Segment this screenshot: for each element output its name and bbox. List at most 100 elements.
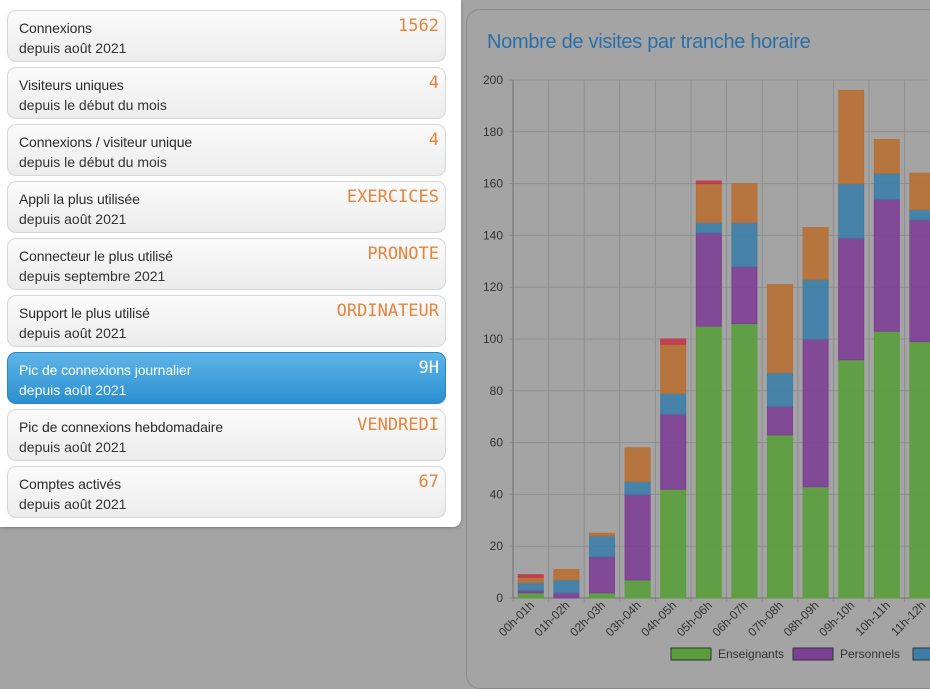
stat-title: Pic de connexions journalier [19,362,192,378]
stat-title: Comptes activés [19,476,121,492]
stat-value: EXERCICES [346,187,439,207]
stat-card-comptes-actives[interactable]: Comptes activés depuis août 2021 67 [7,466,446,518]
stat-title: Connecteur le plus utilisé [19,248,173,264]
legend-label: Enseignants [718,647,784,661]
stat-card-visiteurs-uniques[interactable]: Visiteurs uniques depuis le début du mois… [7,67,446,119]
bar-segment [624,480,651,495]
x-tick-label: 09h-10h [816,598,857,639]
stat-value: 4 [428,73,439,93]
legend-swatch [912,647,930,661]
bar-segment [802,278,829,340]
bar-segment [517,574,544,578]
bar-segment [660,392,687,415]
stat-card-pic-connexions-journalier[interactable]: Pic de connexions journalier depuis août … [7,352,446,404]
bar-segment [909,172,930,210]
x-tick-label: 01h-02h [531,598,572,639]
stat-card-appli-plus-utilisee[interactable]: Appli la plus utilisée depuis août 2021 EX… [7,181,446,233]
bar-segment [695,232,722,327]
stat-card-pic-connexions-hebdomadaire[interactable]: Pic de connexions hebdomadaire depuis aoû… [7,409,446,461]
stat-card-connecteur-plus-utilise[interactable]: Connecteur le plus utilisé depuis septemb… [7,238,446,290]
bar-segment [660,413,687,490]
bar-segment [731,322,758,599]
stat-card-connexions-par-visiteur[interactable]: Connexions / visiteur unique depuis le dé… [7,124,446,176]
stat-value: VENDREDI [357,415,439,435]
bar-segment [624,579,651,599]
bar-segment [909,219,930,343]
bar-segment [802,338,829,488]
y-tick-label: 0 [496,591,503,605]
stat-subtitle: depuis août 2021 [19,439,127,455]
bar-segment [517,581,544,591]
bar-segment [660,343,687,394]
bar-segment [873,172,900,200]
stat-title: Visiteurs uniques [19,77,124,93]
bar-segment [767,284,793,374]
legend-swatch [670,647,712,661]
stats-panel: Connexions depuis août 2021 1562 Visiteurs … [0,0,461,527]
y-tick-label: 80 [490,384,504,398]
bar-segment [589,535,615,558]
stat-value: 4 [428,130,439,150]
bar-segment [909,341,930,599]
bar-segment [873,198,900,332]
legend-label: Personnels [840,647,900,661]
bar-segment [589,532,615,537]
stat-subtitle: depuis août 2021 [19,382,127,398]
y-tick-label: 100 [483,332,503,346]
chart-title: Nombre de visites par tranche horaire [487,31,811,53]
bar-segment [838,183,865,239]
bar-segment [767,405,793,436]
stat-card-support-plus-utilise[interactable]: Support le plus utilisé depuis août 2021 O… [7,295,446,347]
x-tick-label: 08h-09h [781,598,822,639]
y-tick-label: 60 [490,436,504,450]
bar-segment [660,488,687,599]
y-tick-label: 40 [490,487,504,501]
x-tick-label: 06h-07h [709,598,750,639]
bar-segment [695,180,722,185]
stat-title: Appli la plus utilisée [19,191,140,207]
y-tick-label: 140 [483,228,503,242]
stat-value: 1562 [398,16,439,36]
stat-title: Connexions / visiteur unique [19,134,193,150]
bar-segment [873,139,900,174]
bar-segment [589,592,615,599]
x-tick-label: 11h-12h [888,598,928,638]
stat-title: Support le plus utilisé [19,305,150,321]
stat-subtitle: depuis août 2021 [19,211,127,227]
bar-segment [909,209,930,221]
legend-swatch [792,647,834,661]
stat-card-connexions[interactable]: Connexions depuis août 2021 1562 [7,10,446,62]
x-tick-label: 02h-03h [567,598,608,639]
y-tick-label: 120 [483,280,503,294]
x-tick-label: 04h-05h [638,598,679,639]
x-tick-label: 03h-04h [603,598,644,639]
stat-value: 67 [418,472,439,492]
bar-segment [517,576,544,583]
bar-segment [873,330,900,599]
stat-subtitle: depuis août 2021 [19,40,127,56]
x-tick-label: 07h-08h [745,598,786,639]
x-tick-label: 10h-11h [853,598,893,638]
bar-segment [517,592,544,599]
bar-segment [731,221,758,267]
stat-title: Connexions [19,20,92,36]
x-tick-label: 05h-06h [674,598,715,639]
bar-segment [767,434,793,599]
stat-subtitle: depuis le début du mois [19,154,167,170]
bar-segment [660,338,687,345]
bar-segment [589,556,615,594]
bar-segment [553,569,580,581]
y-tick-label: 200 [483,73,503,87]
bar-segment [767,372,793,407]
stat-subtitle: depuis le début du mois [19,97,167,113]
bar-segment [731,265,758,324]
y-tick-label: 180 [483,125,503,139]
bar-segment [838,89,865,185]
bar-segment [802,227,829,280]
stat-subtitle: depuis août 2021 [19,325,127,341]
bar-segment [695,325,722,599]
visits-by-hour-chart: 02040608010012014016018020000h-01h01h-02… [483,73,930,661]
stat-value: 9H [418,358,439,378]
stat-title: Pic de connexions hebdomadaire [19,419,224,435]
stat-value: ORDINATEUR [336,301,439,321]
